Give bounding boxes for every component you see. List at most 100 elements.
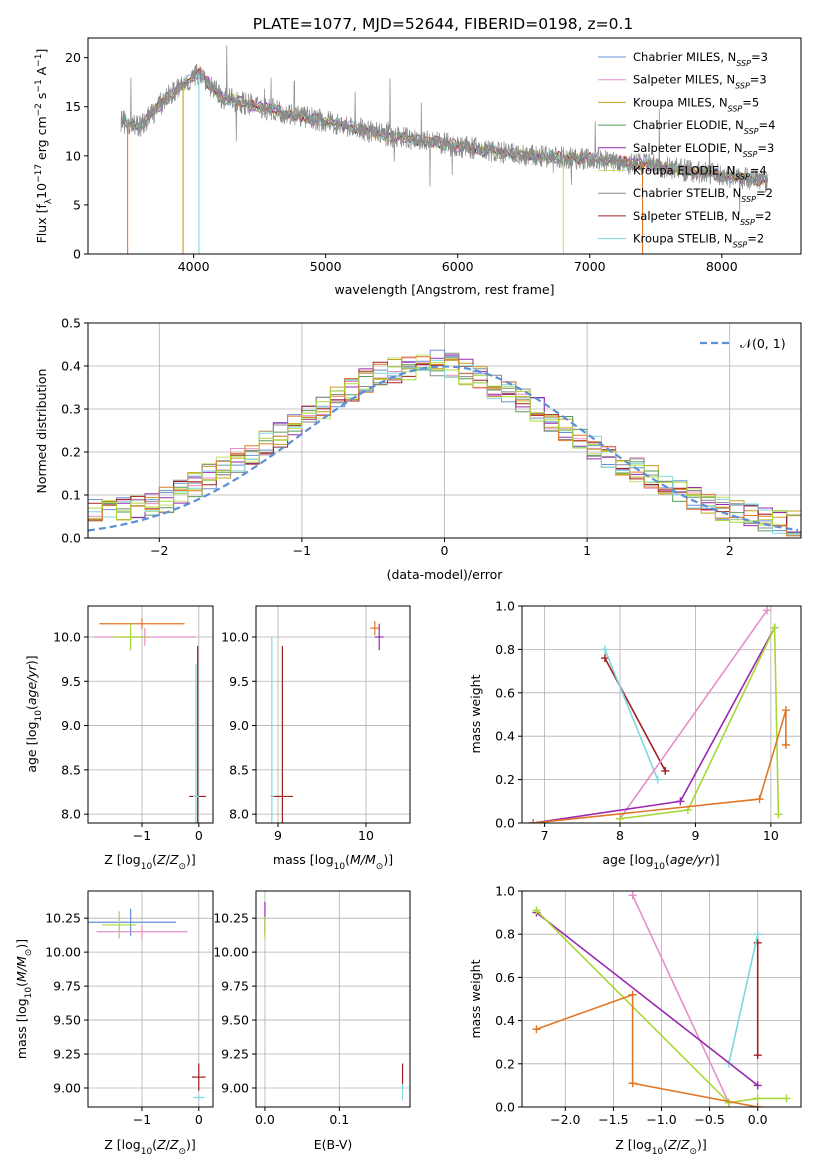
point-marker	[600, 645, 609, 654]
label-part: (	[665, 852, 670, 867]
y-tick-label: 0.2	[495, 1056, 515, 1071]
x-tick-label: 0	[441, 543, 449, 558]
label-part: −2	[34, 103, 44, 116]
y-tick-label: 10.0	[53, 630, 81, 645]
label-part: )]	[710, 852, 720, 867]
x-tick-label: 7	[541, 828, 549, 843]
x-tick-label: 8000	[706, 259, 738, 274]
label-part: Z	[680, 1137, 690, 1152]
label-part: age [log	[24, 721, 39, 772]
point-marker	[781, 706, 790, 715]
label-part: M/M	[350, 852, 376, 867]
legend-sub: SSP	[735, 172, 750, 181]
mass-vs-EBV-axes: 0.0 0.1 9.00 9.25 9.50 9.75 10.00 10.25 E(B-V)	[213, 890, 411, 1152]
label-part: Z	[169, 852, 179, 867]
y-tick-label: 0.0	[495, 816, 515, 831]
legend-label: Salpeter STELIB, NSSP=2	[633, 209, 772, 227]
y-tick-label: 0.2	[61, 445, 81, 460]
y-axis-label: mass weight	[468, 674, 483, 753]
point-marker	[782, 1094, 791, 1103]
label-part: M/M	[14, 956, 29, 982]
label-part: (	[152, 852, 157, 867]
label-part: 10	[34, 710, 44, 722]
legend-value: =2	[747, 232, 764, 246]
legend-sub: SSP	[728, 104, 743, 113]
y-tick-label: 1.0	[495, 599, 515, 614]
x-axis-label: mass [log10(M/M⊙)]	[273, 852, 393, 872]
label-part: /	[166, 852, 171, 867]
label-part: (	[14, 982, 29, 987]
series-line	[728, 934, 759, 1064]
legend-value: =2	[756, 186, 773, 200]
y-axis-label: mass [log10(M/M⊙)]	[14, 939, 34, 1059]
y-tick-label: 0.8	[495, 642, 515, 657]
x-axis-label: Z [log10(Z/Z⊙)]	[615, 1137, 707, 1157]
label-part: 10	[334, 862, 346, 872]
legend-value: =4	[759, 118, 776, 132]
legend-label: Chabrier STELIB, NSSP=2	[633, 186, 773, 204]
label-part: −17	[34, 164, 44, 183]
legend-name: Chabrier ELODIE, N	[633, 118, 744, 132]
x-tick-label: 9	[274, 828, 282, 843]
plot-area	[88, 349, 801, 537]
legend-label: Salpeter ELODIE, NSSP=3	[633, 141, 774, 159]
point-marker	[532, 1025, 541, 1034]
label-part: 10	[141, 1147, 153, 1157]
legend-label: 𝒩(0, 1)	[740, 336, 786, 351]
plot-area	[93, 618, 207, 823]
label-part: ⊙	[178, 862, 186, 872]
plot-area	[270, 621, 384, 823]
y-tick-label: 10	[65, 148, 81, 163]
point-marker	[676, 797, 685, 806]
legend-sub: SSP	[735, 81, 750, 90]
label-part: )]	[186, 852, 196, 867]
series-line	[533, 627, 776, 823]
axes-frame	[87, 890, 214, 1108]
plot-area	[532, 891, 791, 1107]
x-tick-label: 0.1	[329, 1112, 349, 1127]
legend-sub: SSP	[743, 149, 758, 158]
x-tick-label: −2.0	[550, 1112, 580, 1127]
legend-sub: SSP	[741, 195, 756, 204]
y-tick-label: 0.0	[495, 1100, 515, 1115]
series-line	[604, 657, 667, 772]
label-part: Z [log	[104, 852, 140, 867]
x-tick-label: 7000	[574, 259, 606, 274]
x-tick-label: 6000	[442, 259, 474, 274]
x-tick-label: 9	[691, 828, 699, 843]
label-part: age/yr	[24, 664, 39, 705]
y-axis-label: Flux [fλ10−17 erg cm−2 s−1 A−1]	[34, 49, 54, 244]
y-tick-label: 10.25	[213, 911, 249, 926]
axes-frame	[255, 890, 411, 1108]
data-spectrum	[120, 45, 769, 215]
massweight-vs-Z-axes: −2.0 −1.5 −1.0 −0.5 0.0 0.0 0.2 0.4 0.6 0.8 1.0 Z […	[468, 884, 802, 1157]
point-marker	[661, 766, 670, 775]
legend-name: Kroupa ELODIE, N	[633, 164, 735, 178]
point-marker	[753, 1094, 762, 1103]
x-axis-label: Z [log10(Z/Z⊙)]	[104, 1137, 196, 1157]
label-part: 10	[24, 987, 34, 999]
y-tick-label: 9.0	[229, 718, 249, 733]
label-part: erg cm	[34, 116, 49, 164]
y-tick-label: 0.4	[61, 359, 81, 374]
legend-value: =3	[750, 73, 767, 87]
legend-label: Kroupa ELODIE, NSSP=4	[633, 164, 767, 182]
y-tick-label: 0.6	[495, 970, 515, 985]
label-part: )]	[14, 939, 29, 949]
point-marker	[628, 891, 637, 900]
x-tick-label: 0.0	[255, 1112, 275, 1127]
legend-sub: SSP	[740, 217, 755, 226]
label-part: ⊙	[376, 862, 384, 872]
point-marker	[753, 1081, 762, 1090]
legend-value: =3	[751, 50, 768, 64]
legend-sub: SSP	[736, 59, 751, 68]
y-tick-label: 9.50	[53, 1013, 81, 1028]
x-axis-label: (data-model)/error	[387, 567, 504, 582]
label-part: ⊙	[24, 949, 34, 957]
legend-value: =2	[755, 209, 772, 223]
x-axis-label: E(B-V)	[314, 1137, 353, 1152]
label-part: Z [log	[615, 1137, 651, 1152]
